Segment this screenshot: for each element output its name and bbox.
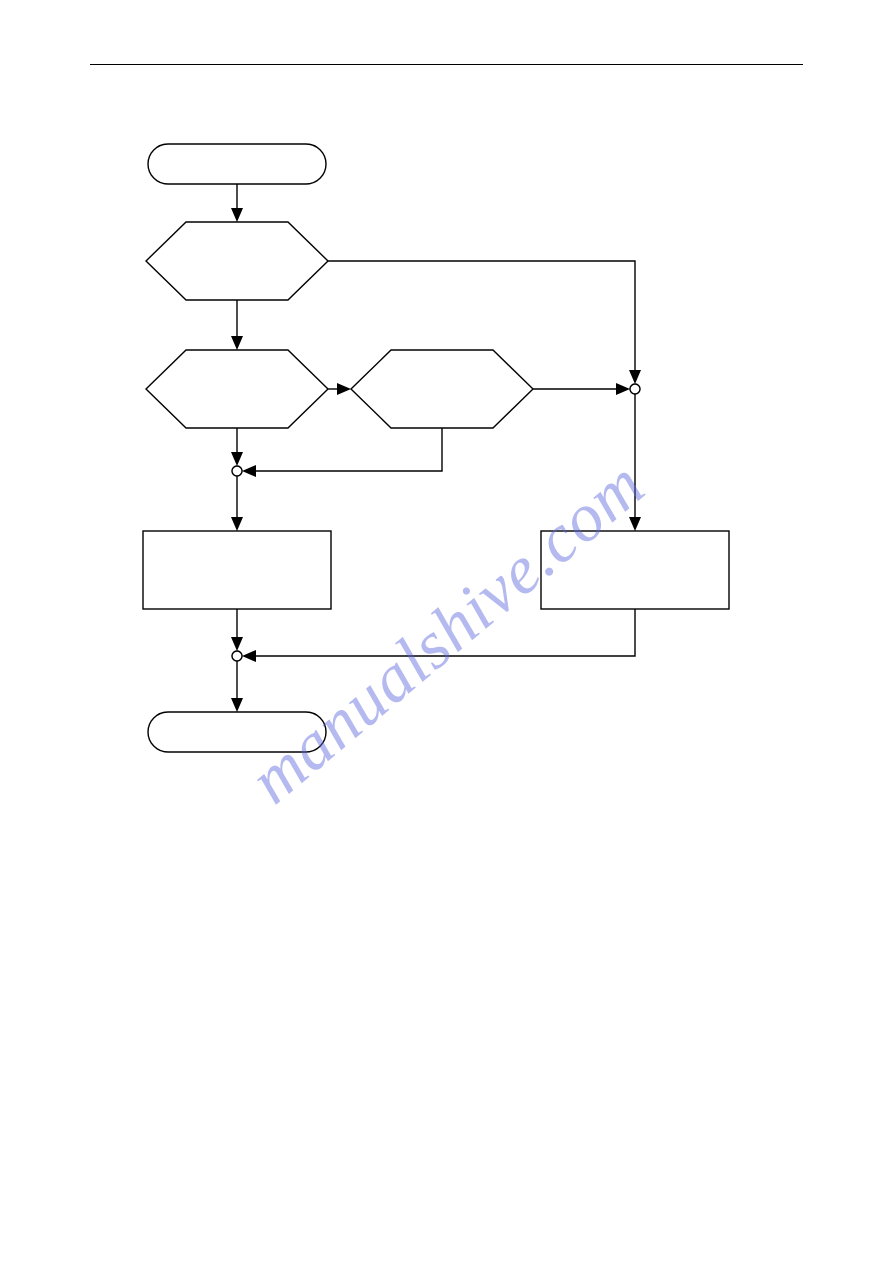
arrowhead-icon: [231, 336, 243, 350]
arrowhead-icon: [242, 650, 256, 662]
junction-j1: [232, 466, 242, 476]
edge: [256, 609, 635, 656]
edge: [256, 428, 442, 471]
arrowhead-icon: [231, 452, 243, 466]
arrowhead-icon: [231, 208, 243, 222]
junction-j3: [232, 651, 242, 661]
node-end: [148, 712, 326, 752]
page: manualshive.com: [0, 0, 893, 1263]
arrowhead-icon: [337, 383, 351, 395]
flowchart-svg: [0, 0, 893, 1263]
node-proc2: [541, 531, 729, 609]
arrowhead-icon: [616, 383, 630, 395]
node-proc1: [143, 531, 331, 609]
node-start: [148, 144, 326, 184]
arrowhead-icon: [231, 637, 243, 651]
node-dec3: [351, 350, 533, 428]
node-dec2: [146, 350, 328, 428]
arrowhead-icon: [629, 370, 641, 384]
node-dec1: [146, 222, 328, 300]
arrowhead-icon: [231, 698, 243, 712]
arrowhead-icon: [231, 517, 243, 531]
arrowhead-icon: [629, 517, 641, 531]
arrowhead-icon: [242, 465, 256, 477]
junction-j2: [630, 384, 640, 394]
